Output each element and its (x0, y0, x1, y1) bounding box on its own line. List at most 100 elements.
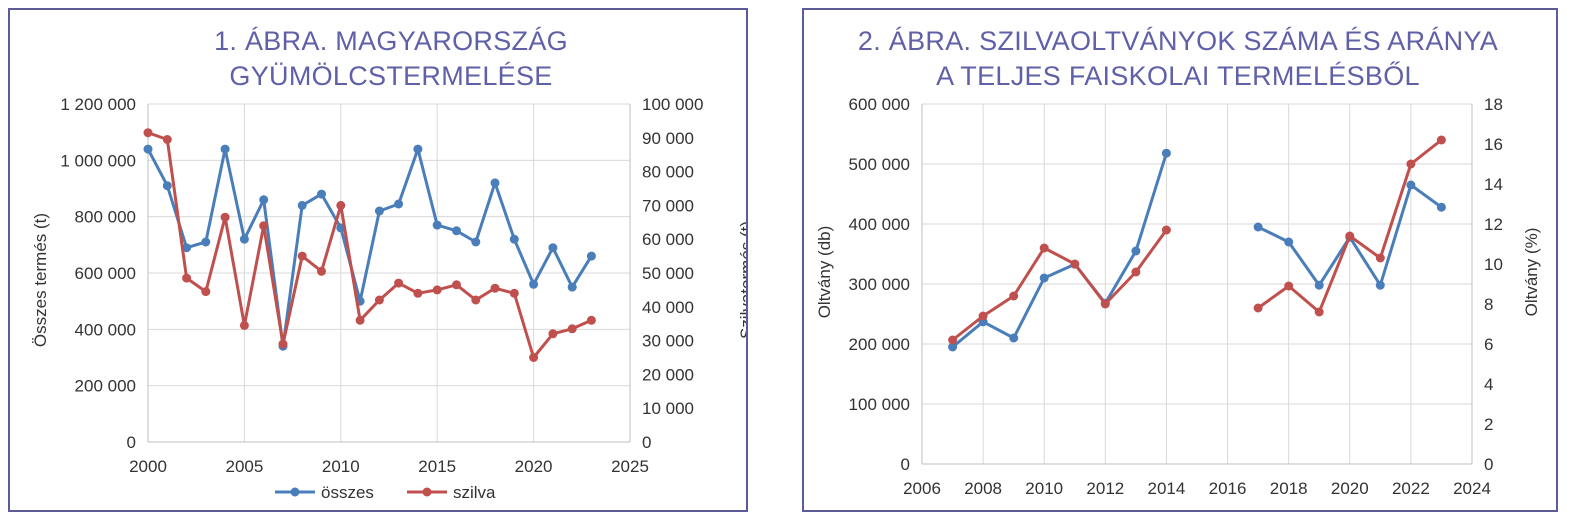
chart-1-series-összes-point-2022 (567, 282, 577, 292)
chart-1-y-tick-label-3: 600 000 (75, 264, 136, 283)
chart-2-y-axis-label: Oltvány (db) (815, 226, 834, 319)
chart-1-series-szilva-point-2014 (413, 288, 423, 298)
chart-1-series-összes-point-2020 (529, 279, 539, 289)
chart-1-y2-tick-label-4: 40 000 (642, 298, 694, 317)
chart-1-series-összes-point-2005 (239, 234, 249, 244)
chart-1-series-összes-point-2013 (394, 199, 404, 209)
chart-2-series-blue-point-2022 (1406, 180, 1416, 190)
chart-1-svg: 1. ÁBRA. MAGYARORSZÁG GYÜMÖLCSTERMELÉSE … (31, 26, 746, 502)
chart-2-y-tick-label-3: 300 000 (849, 275, 910, 294)
chart-1-x-tick-label-1: 2005 (225, 457, 263, 476)
chart-1-y2-tick-label-3: 30 000 (642, 332, 694, 351)
chart-2-series-blue-point-2019 (1314, 280, 1324, 290)
chart-1-series-összes-point-2023 (586, 251, 596, 261)
chart-1-series-összes-point-2003 (201, 237, 211, 247)
chart-1-y2-tick-label-6: 60 000 (642, 230, 694, 249)
chart-2-series-blue-point-2007 (948, 342, 958, 352)
chart-1-series-összes-point-2000 (143, 144, 153, 154)
chart-2-series-blue-point-2010 (1039, 273, 1049, 283)
chart-2-x-tick-label-7: 2020 (1331, 479, 1369, 498)
chart-2-y2-tick-label-4: 8 (1484, 295, 1493, 314)
chart-1-series-szilva-point-2011 (355, 315, 365, 325)
chart-2-y2-axis-label: Oltvány (%) (1522, 228, 1541, 317)
chart-2-y-tick-label-0: 0 (901, 455, 910, 474)
chart-1-series-összes-point-2001 (162, 181, 172, 191)
chart-2-y-tick-label-4: 400 000 (849, 215, 910, 234)
chart-1-x-tick-label-4: 2020 (515, 457, 553, 476)
chart-2-series-blue-point-2009 (1009, 333, 1019, 343)
chart-1-y2-tick-label-2: 20 000 (642, 365, 694, 384)
chart-1-y-tick-label-5: 1 000 000 (60, 151, 136, 170)
chart-2-x-tick-label-3: 2012 (1086, 479, 1124, 498)
chart-1-series-szilva-point-2001 (162, 135, 172, 144)
chart-2-series-blue-point-2013 (1131, 246, 1141, 256)
chart-2-y2-tick-label-6: 12 (1484, 215, 1503, 234)
chart-2-series-red-point-2020 (1345, 231, 1355, 241)
chart-2-x-tick-label-1: 2008 (964, 479, 1002, 498)
chart-1-series-összes-point-2014 (413, 144, 423, 154)
chart-1-y-axis-label: Összes termés (t) (31, 213, 50, 347)
chart-2-x-tick-label-4: 2014 (1148, 479, 1186, 498)
chart-2-series-blue-point-2018 (1284, 237, 1294, 247)
chart-1-series-összes-point-2006 (259, 195, 269, 205)
chart-1-series-szilva-point-2004 (220, 212, 230, 222)
legend-marker-osszes (290, 487, 300, 497)
chart-1-x-tick-label-3: 2015 (418, 457, 456, 476)
chart-1-y-tick-label-0: 0 (127, 433, 136, 452)
chart-1-series-szilva-point-2009 (317, 266, 326, 276)
chart-1-series-összes-point-2008 (297, 200, 307, 210)
chart-2-series-blue-point-2021 (1375, 280, 1385, 290)
chart-1-series-szilva-point-2008 (297, 251, 307, 261)
chart-1-series-összes-point-2015 (432, 220, 442, 230)
legend-marker-szilva (422, 487, 432, 497)
chart-1-series-szilva-point-2013 (394, 278, 404, 288)
chart-2-series-red-point-2008 (978, 311, 988, 321)
chart-2-y2-tick-label-7: 14 (1484, 175, 1503, 194)
chart-1-series-szilva-point-2018 (490, 283, 500, 293)
chart-2-series-red-point-2009 (1009, 291, 1019, 301)
chart-1-series-szilva-point-2017 (471, 295, 481, 305)
chart-1-series-szilva-point-2003 (201, 287, 211, 297)
chart-2-y2-tick-label-3: 6 (1484, 335, 1493, 354)
chart-1-series-szilva-point-2020 (529, 353, 539, 362)
chart-2-series-blue-line-0 (951, 152, 1168, 349)
chart-2-series-red-point-2007 (948, 335, 958, 345)
chart-2-x-tick-label-5: 2016 (1209, 479, 1247, 498)
chart-2-series-red-point-2022 (1406, 159, 1416, 169)
chart-1-series-szilva-point-2000 (143, 128, 153, 138)
chart-2-series-red-point-2019 (1314, 307, 1324, 317)
chart-1-series-szilva-point-2022 (567, 324, 577, 334)
chart-2-series-red-point-2017 (1253, 303, 1263, 313)
chart-2-x-tick-label-0: 2006 (903, 479, 941, 498)
chart-panel-2: 2. ÁBRA. SZILVAOLTVÁNYOK SZÁMA ÉS ARÁNYA… (802, 8, 1558, 512)
chart-2-series-red-point-2012 (1100, 299, 1110, 309)
chart-1-y2-tick-label-8: 80 000 (642, 163, 694, 182)
chart-1-y2-tick-label-7: 70 000 (642, 196, 694, 215)
chart-2-series-blue-point-2014 (1161, 148, 1171, 158)
chart-panel-1: 1. ÁBRA. MAGYARORSZÁG GYÜMÖLCSTERMELÉSE … (8, 8, 748, 512)
chart-2-y2-tick-label-2: 4 (1484, 375, 1493, 394)
chart-2-series-red-point-2018 (1284, 281, 1294, 291)
chart-1-y2-tick-label-0: 0 (642, 433, 651, 452)
chart-2-series-red-point-2013 (1131, 267, 1141, 277)
chart-1-y-tick-label-1: 200 000 (75, 377, 136, 396)
chart-2-title-line-2: A TELJES FAISKOLAI TERMELÉSBŐL (936, 60, 1420, 91)
chart-2-y2-tick-label-0: 0 (1484, 455, 1493, 474)
chart-1-series-szilva-point-2002 (182, 273, 192, 283)
chart-1-series-összes-point-2021 (548, 243, 558, 253)
chart-2-title-line-1: 2. ÁBRA. SZILVAOLTVÁNYOK SZÁMA ÉS ARÁNYA (858, 26, 1498, 56)
chart-2-series-red-point-2010 (1039, 243, 1049, 253)
chart-1-series-összes-point-2004 (220, 144, 230, 154)
chart-1-title-line-2: GYÜMÖLCSTERMELÉSE (229, 61, 552, 91)
chart-2-x-tick-label-6: 2018 (1270, 479, 1308, 498)
chart-1-y-tick-label-2: 400 000 (75, 320, 136, 339)
chart-1-series-szilva-point-2015 (432, 285, 442, 295)
chart-1-series-összes-point-2019 (509, 234, 519, 244)
chart-1-series-szilva-point-2012 (374, 295, 384, 305)
chart-2-y2-tick-label-1: 2 (1484, 415, 1493, 434)
chart-1-y2-tick-label-1: 10 000 (642, 399, 694, 418)
chart-1-series-szilva-line (147, 131, 593, 359)
chart-1-series-összes-point-2017 (471, 237, 481, 247)
chart-2-series-blue-point-2017 (1253, 222, 1263, 232)
chart-2-series-red-line-0 (951, 229, 1168, 342)
